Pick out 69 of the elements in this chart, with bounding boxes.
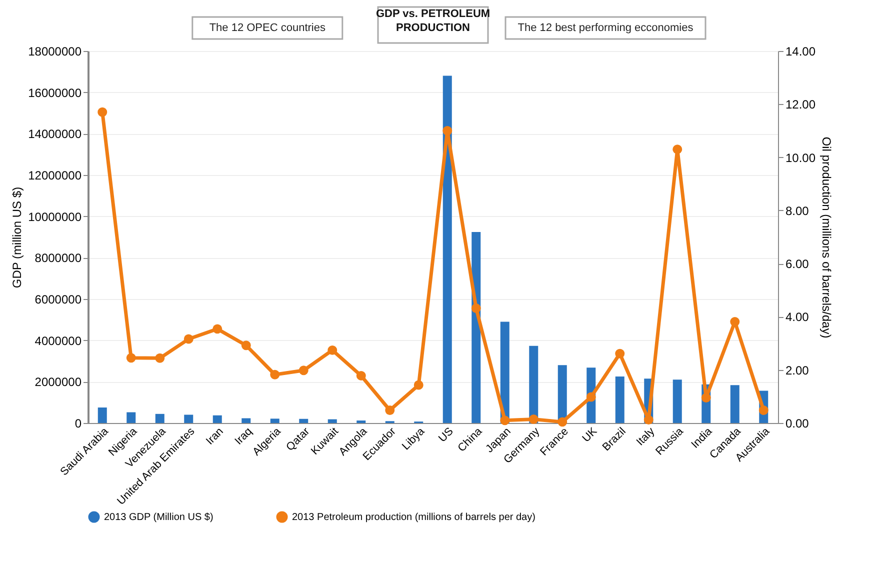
bar (155, 414, 164, 423)
point (471, 303, 481, 313)
legend-label: 2013 GDP (Million US $) (104, 512, 214, 523)
y2-tick-label: 8.00 (786, 204, 810, 218)
bar (98, 408, 107, 423)
point (328, 345, 338, 355)
text: The 12 OPEC countries (209, 22, 326, 34)
legend-label: 2013 Petroleum production (millions of barrels per day) (292, 512, 536, 523)
y-tick-label: 12000000 (28, 168, 82, 182)
text: GDP vs. PETROLEUM (376, 8, 490, 20)
point (442, 126, 452, 136)
y2-tick-label: 14.00 (786, 44, 816, 58)
y2-tick-label: 12.00 (786, 98, 816, 112)
y2-tick-label: 0.00 (786, 416, 810, 430)
y-tick-label: 18000000 (28, 44, 82, 58)
point (586, 392, 596, 402)
bar (442, 76, 452, 423)
point (98, 107, 108, 117)
y-tick-label: 16000000 (28, 86, 82, 100)
x-tick-label: US (436, 426, 456, 445)
point (155, 353, 165, 363)
text: The 12 best performing ecconomies (518, 22, 694, 34)
point (356, 370, 366, 380)
point (701, 393, 711, 402)
point (528, 414, 538, 424)
x-tick-label: Italy (634, 425, 658, 448)
y2-tick-label: 4.00 (786, 310, 810, 324)
point (241, 340, 251, 350)
bar (672, 380, 682, 423)
bar (730, 385, 740, 423)
bar (615, 376, 624, 423)
point (672, 144, 682, 154)
bar (184, 414, 194, 423)
y-tick-label: 0 (74, 416, 82, 430)
point (758, 406, 768, 415)
x-tick-label: Iraq (232, 426, 255, 448)
y-tick-label: 14000000 (28, 127, 82, 142)
x-tick-label: UK (580, 425, 600, 445)
point (385, 406, 395, 415)
point (414, 380, 424, 390)
point (270, 370, 280, 380)
y-tick-label: 6000000 (34, 292, 82, 306)
point (644, 415, 654, 425)
bar (212, 415, 222, 423)
bar (126, 412, 136, 423)
point (558, 417, 568, 427)
bar (242, 418, 251, 423)
y-tick-label: 2000000 (34, 375, 82, 390)
y2-tick-label: 6.00 (786, 257, 810, 272)
y-tick-label: 10000000 (28, 210, 82, 224)
point (126, 353, 136, 363)
y-axis-title: GDP (million US $) (10, 186, 24, 288)
point (184, 334, 194, 344)
y2-tick-label: 10.00 (786, 150, 816, 165)
point (500, 416, 510, 426)
bar (529, 346, 538, 423)
y-tick-label: 8000000 (34, 251, 82, 266)
y2-axis-title: Oil production (millions of barrels/day) (820, 136, 834, 338)
point (298, 366, 308, 376)
x-tick-label: Iran (204, 426, 226, 448)
point (730, 317, 740, 326)
bar (299, 418, 308, 423)
point (212, 324, 222, 334)
text: PRODUCTION (396, 22, 470, 34)
bar (270, 418, 280, 423)
y-tick-label: 4000000 (34, 334, 82, 348)
point (615, 348, 625, 358)
y2-tick-label: 2.00 (786, 363, 810, 378)
bar (328, 419, 337, 423)
